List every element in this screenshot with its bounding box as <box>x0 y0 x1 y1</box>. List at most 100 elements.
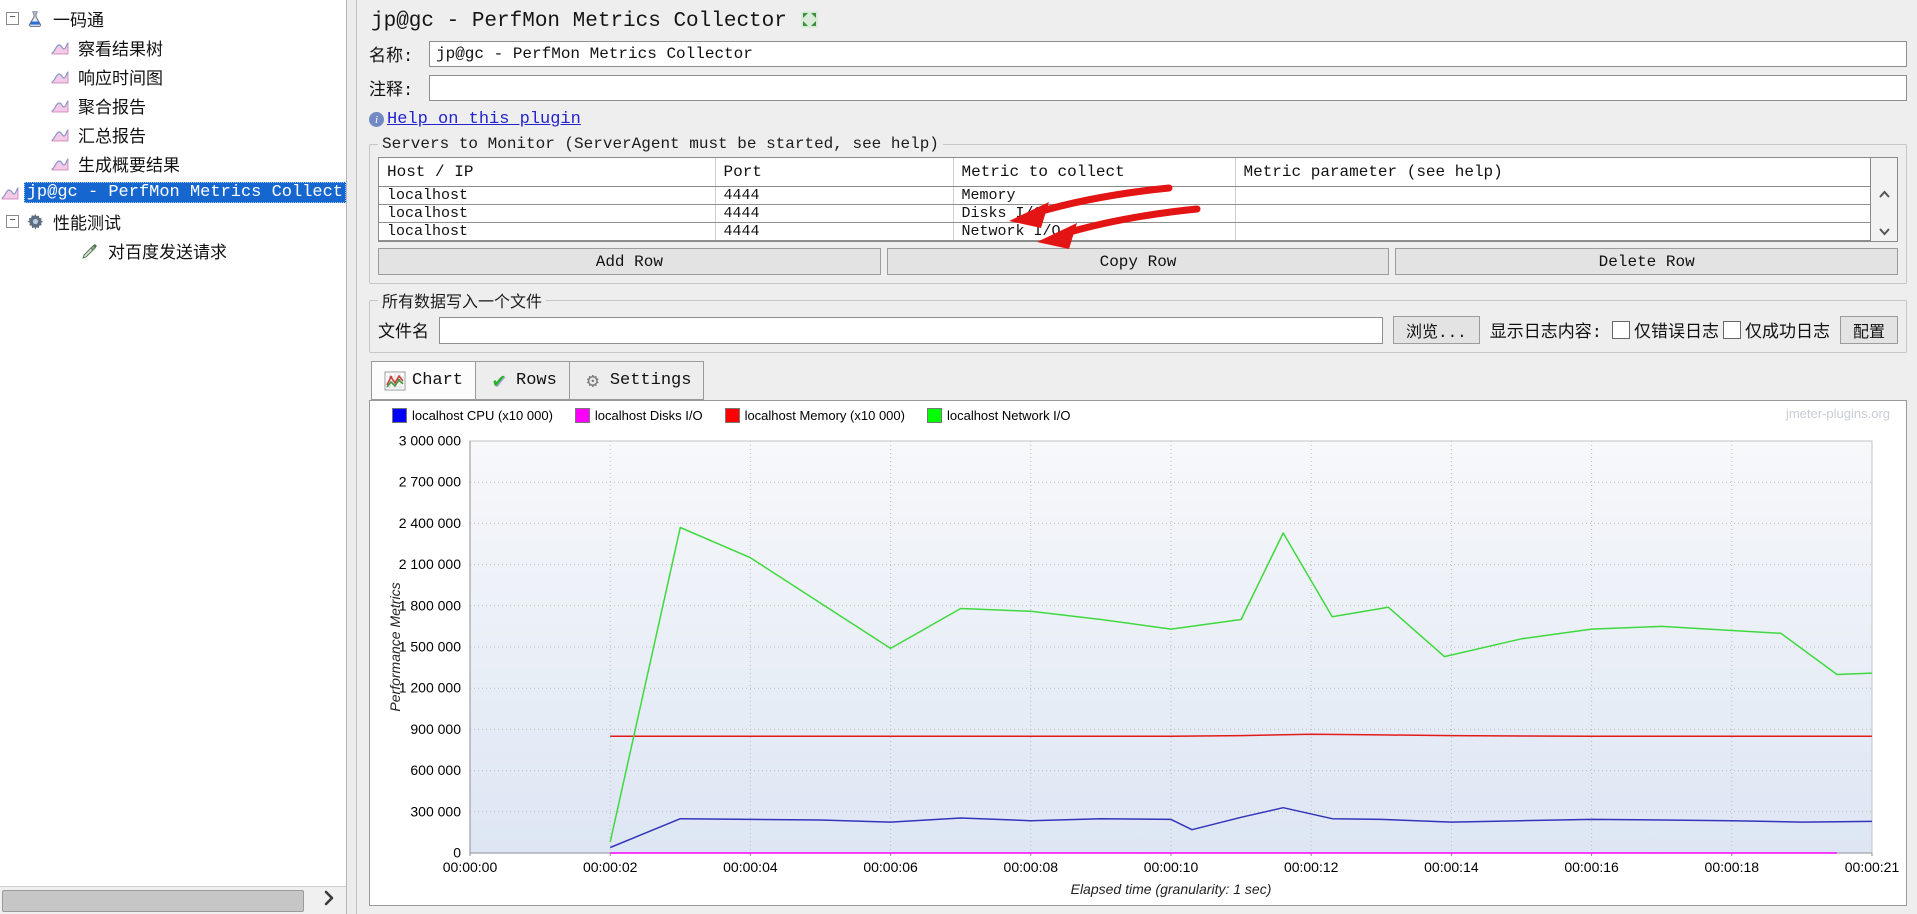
column-header: Metric parameter (see help) <box>1235 158 1871 187</box>
table-row[interactable]: localhost 4444 Network I/O <box>379 222 1871 241</box>
table-cell[interactable]: 4444 <box>715 204 954 223</box>
x-tick-label: 00:00:08 <box>1004 859 1059 875</box>
name-label: 名称: <box>369 48 414 67</box>
tree-item-node-4[interactable]: 汇总报告 <box>0 120 346 149</box>
scrollbar-thumb[interactable] <box>2 890 304 912</box>
tree-item-label: 一码通 <box>53 12 104 32</box>
table-vertical-scrollbar[interactable] <box>1870 158 1897 241</box>
x-tick-label: 00:00:02 <box>583 859 638 875</box>
errors-only-checkbox[interactable] <box>1611 321 1630 339</box>
tree-item-node-2[interactable]: 响应时间图 <box>0 62 346 91</box>
name-input[interactable] <box>429 41 1907 67</box>
add-row-button[interactable]: Add Row <box>378 248 881 275</box>
help-link[interactable]: Help on this plugin <box>387 110 581 129</box>
tree-item-label: jp@gc - PerfMon Metrics Collect <box>23 182 346 203</box>
tab-label: Settings <box>609 371 692 390</box>
write-file-group: 所有数据写入一个文件 文件名 浏览... 显示日志内容: 仅错误日志 仅成功日志 … <box>369 288 1907 353</box>
column-header: Port <box>715 158 954 187</box>
tree-item-label: 聚合报告 <box>78 99 146 119</box>
tree-item-label: 汇总报告 <box>78 128 146 148</box>
table-cell[interactable]: Disks I/O <box>953 204 1236 223</box>
tree-item-label: 性能测试 <box>53 215 121 235</box>
successes-only-checkbox[interactable] <box>1722 321 1741 339</box>
tree-item-node-3[interactable]: 聚合报告 <box>0 91 346 120</box>
test-plan-tree: − 一码通 察看结果树 响应时间图聚合报告汇总报告生成概要结果 jp@gc - Perf… <box>0 0 346 265</box>
tree-item-label: 生成概要结果 <box>78 157 180 177</box>
tree-item-node-7[interactable]: − 性能测试 <box>0 207 346 236</box>
legend-swatch <box>574 408 590 423</box>
tree-horizontal-scrollbar[interactable] <box>0 886 346 914</box>
graph-listener-icon <box>1 183 19 203</box>
x-tick-label: 00:00:10 <box>1144 859 1199 875</box>
table-cell[interactable]: localhost <box>379 222 716 241</box>
log-checkbox-group: 仅错误日志 仅成功日志 <box>1611 317 1830 343</box>
legend-label: localhost Network I/O <box>946 408 1071 423</box>
split-divider[interactable] <box>347 0 357 914</box>
svg-text:1 200 000: 1 200 000 <box>399 680 461 696</box>
tree-item-perfmon-collector[interactable]: jp@gc - PerfMon Metrics Collect <box>0 178 346 207</box>
filename-input[interactable] <box>439 316 1383 344</box>
table-cell[interactable]: Memory <box>953 186 1236 205</box>
comment-input[interactable] <box>429 75 1907 101</box>
svg-text:1 500 000: 1 500 000 <box>399 639 461 655</box>
scroll-right-button[interactable] <box>316 888 342 912</box>
expand-icon[interactable] <box>800 10 818 33</box>
test-plan-tree-panel: − 一码通 察看结果树 响应时间图聚合报告汇总报告生成概要结果 jp@gc - Perf… <box>0 0 347 914</box>
perfmon-chart: 0 300 000 600 000 900 000 1 200 000 1 500 000… <box>387 433 1900 898</box>
page-title: jp@gc - PerfMon Metrics Collector <box>371 10 787 33</box>
svg-text:600 000: 600 000 <box>410 762 461 778</box>
svg-text:2 100 000: 2 100 000 <box>399 556 461 572</box>
table-cell[interactable] <box>1235 204 1871 223</box>
tab-chart[interactable]: Chart <box>371 361 477 400</box>
chart-legend: localhost CPU (x10 000) localhost Disks I… <box>370 401 1906 425</box>
graph-listener-icon <box>50 125 70 145</box>
svg-text:900 000: 900 000 <box>410 721 461 737</box>
table-cell[interactable] <box>1235 222 1871 241</box>
svg-text:300 000: 300 000 <box>410 803 461 819</box>
x-tick-label: 00:00:18 <box>1705 859 1760 875</box>
tree-item-node-1[interactable]: 察看结果树 <box>0 33 346 62</box>
watermark: jmeter-plugins.org <box>1785 406 1890 421</box>
tree-item-test-plan[interactable]: − 一码通 <box>0 4 346 33</box>
legend-item: localhost Memory (x10 000) <box>724 408 905 423</box>
tab-rows[interactable]: ✔ Rows <box>476 361 570 400</box>
view-tabs: Chart ✔ Rows ⚙ Settings <box>369 361 1907 400</box>
servers-table[interactable]: Host / IP Port Metric to collect Metric par… <box>379 158 1871 241</box>
legend-item: localhost Disks I/O <box>574 408 703 423</box>
table-cell[interactable]: 4444 <box>715 186 954 205</box>
x-tick-label: 00:00:21 <box>1845 859 1900 875</box>
log-display-label: 显示日志内容: <box>1489 324 1602 343</box>
table-row[interactable]: localhost 4444 Disks I/O <box>379 204 1871 223</box>
copy-row-button[interactable]: Copy Row <box>886 248 1390 275</box>
table-cell[interactable]: Network I/O <box>953 222 1236 241</box>
scroll-up-button[interactable] <box>1874 186 1894 202</box>
configure-button[interactable]: 配置 <box>1839 316 1898 344</box>
legend-label: localhost Disks I/O <box>594 408 703 423</box>
servers-group: Servers to Monitor (ServerAgent must be … <box>369 135 1907 284</box>
legend-label: localhost CPU (x10 000) <box>412 408 553 423</box>
table-cell[interactable] <box>1235 186 1871 205</box>
table-cell[interactable]: localhost <box>379 204 716 223</box>
legend-item: localhost Network I/O <box>926 408 1071 423</box>
write-file-group-title: 所有数据写入一个文件 <box>382 294 543 312</box>
tree-item-node-8[interactable]: 对百度发送请求 <box>0 236 346 265</box>
servers-group-title: Servers to Monitor (ServerAgent must be … <box>382 135 939 153</box>
table-cell[interactable]: 4444 <box>715 222 954 241</box>
x-tick-label: 00:00:06 <box>863 859 918 875</box>
gear-icon <box>25 212 45 232</box>
graph-listener-icon <box>50 154 70 174</box>
scroll-down-button[interactable] <box>1874 223 1894 239</box>
tree-item-node-5[interactable]: 生成概要结果 <box>0 149 346 178</box>
x-tick-label: 00:00:00 <box>443 859 498 875</box>
collapse-toggle-icon[interactable]: − <box>6 215 19 228</box>
tab-settings[interactable]: ⚙ Settings <box>569 361 705 400</box>
legend-label: localhost Memory (x10 000) <box>744 408 905 423</box>
tree-item-label: 对百度发送请求 <box>108 244 227 264</box>
browse-button[interactable]: 浏览... <box>1392 316 1480 344</box>
table-cell[interactable]: localhost <box>379 186 716 205</box>
delete-row-button[interactable]: Delete Row <box>1395 248 1899 275</box>
legend-item: localhost CPU (x10 000) <box>392 408 553 423</box>
table-row[interactable]: localhost 4444 Memory <box>379 186 1871 205</box>
collapse-toggle-icon[interactable]: − <box>6 12 19 25</box>
